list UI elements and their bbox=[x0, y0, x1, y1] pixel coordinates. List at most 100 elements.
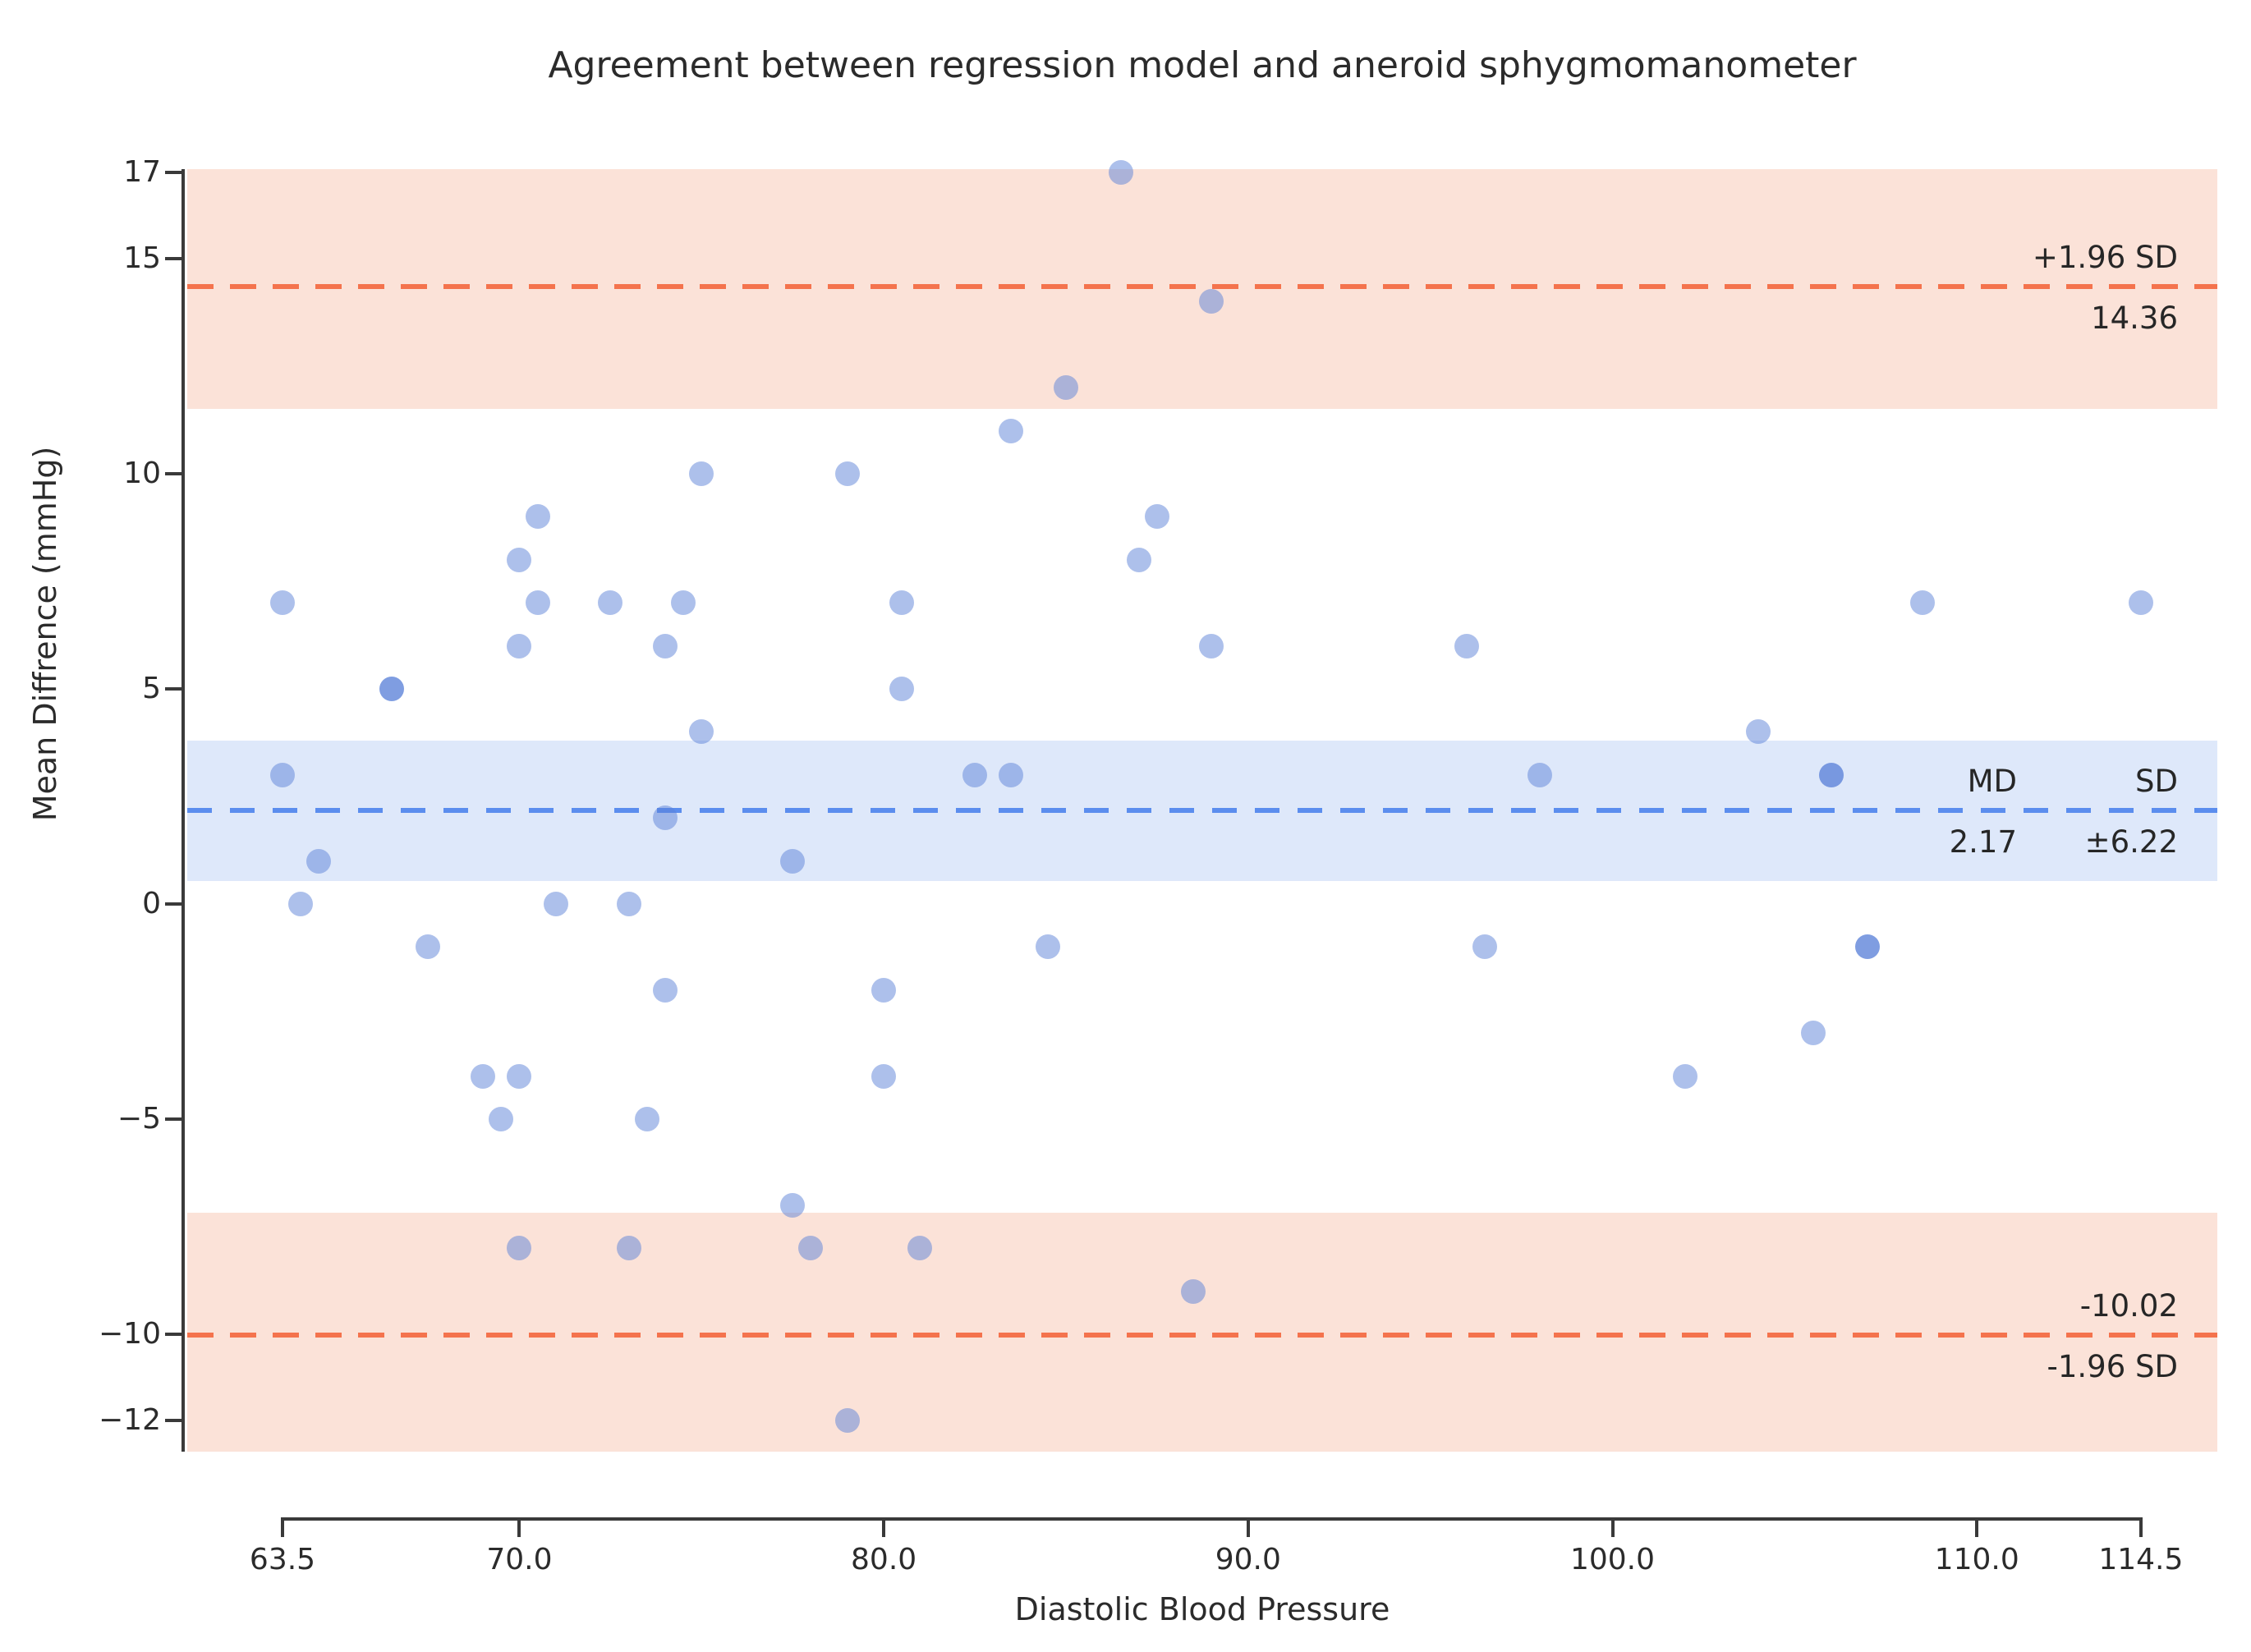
chart-title: Agreement between regression model and a… bbox=[548, 44, 1857, 86]
data-point bbox=[1855, 934, 1881, 960]
data-point bbox=[507, 633, 532, 659]
y-axis-spine bbox=[181, 169, 185, 1452]
x-tick-label: 114.5 bbox=[2098, 1543, 2184, 1576]
data-point bbox=[798, 1236, 824, 1261]
data-point bbox=[306, 848, 332, 874]
data-point bbox=[1199, 633, 1224, 659]
x-tick-mark bbox=[281, 1521, 284, 1537]
data-point bbox=[416, 934, 441, 960]
upper-loa-value: 14.36 bbox=[2091, 300, 2178, 336]
y-tick-mark bbox=[165, 1333, 181, 1336]
x-tick-mark bbox=[1246, 1521, 1250, 1537]
x-tick-mark bbox=[882, 1521, 886, 1537]
data-point bbox=[780, 848, 806, 874]
data-point bbox=[2128, 590, 2153, 616]
lower-loa-label: -1.96 SD bbox=[2047, 1349, 2178, 1385]
data-point bbox=[1199, 289, 1224, 314]
lower-loa-line bbox=[187, 1333, 2217, 1338]
data-point bbox=[871, 1063, 897, 1089]
data-point bbox=[780, 1192, 806, 1218]
y-tick-label: −10 bbox=[99, 1317, 161, 1351]
mean-difference-line bbox=[187, 808, 2217, 814]
data-point bbox=[1745, 719, 1771, 745]
data-point bbox=[507, 1236, 532, 1261]
md-value: 2.17 bbox=[1949, 824, 2017, 860]
x-axis-spine bbox=[281, 1517, 2143, 1521]
data-point bbox=[525, 504, 550, 530]
data-point bbox=[1472, 934, 1498, 960]
data-point bbox=[543, 892, 568, 916]
data-point bbox=[871, 977, 897, 1003]
data-point bbox=[471, 1063, 496, 1089]
data-point bbox=[489, 1107, 514, 1131]
data-point bbox=[525, 590, 550, 616]
data-point bbox=[507, 547, 532, 572]
data-point bbox=[1673, 1063, 1698, 1089]
data-point bbox=[907, 1236, 933, 1261]
x-tick-label: 110.0 bbox=[1934, 1543, 2019, 1576]
x-tick-mark bbox=[1610, 1521, 1615, 1537]
y-tick-label: 5 bbox=[142, 672, 161, 705]
data-point bbox=[1527, 762, 1552, 787]
data-point bbox=[1181, 1278, 1206, 1304]
y-tick-label: −5 bbox=[117, 1102, 161, 1136]
x-tick-label: 90.0 bbox=[1215, 1543, 1281, 1576]
data-point bbox=[507, 1063, 532, 1089]
data-point bbox=[889, 677, 915, 701]
data-point bbox=[616, 892, 641, 916]
x-tick-mark bbox=[1975, 1521, 1979, 1537]
upper-loa-ci-band bbox=[187, 169, 2217, 409]
x-tick-mark bbox=[2138, 1521, 2143, 1537]
md-header: MD bbox=[1967, 764, 2017, 800]
data-point bbox=[1035, 934, 1060, 960]
y-tick-mark bbox=[165, 902, 181, 906]
y-tick-mark bbox=[165, 257, 181, 260]
data-point bbox=[634, 1107, 659, 1131]
data-point bbox=[1144, 504, 1169, 530]
lower-loa-value: -10.02 bbox=[2079, 1288, 2178, 1324]
y-tick-mark bbox=[165, 171, 181, 175]
x-tick-mark bbox=[517, 1521, 521, 1537]
y-tick-label: 0 bbox=[142, 887, 161, 920]
data-point bbox=[616, 1236, 641, 1261]
data-point bbox=[1454, 633, 1480, 659]
y-tick-label: 17 bbox=[123, 155, 161, 190]
data-point bbox=[1818, 762, 1844, 787]
data-point bbox=[270, 762, 295, 787]
data-point bbox=[379, 677, 405, 701]
y-tick-label: −12 bbox=[99, 1402, 161, 1437]
data-point bbox=[1108, 160, 1133, 186]
data-point bbox=[999, 418, 1024, 443]
data-point bbox=[962, 762, 988, 787]
upper-loa-label: +1.96 SD bbox=[2032, 239, 2178, 275]
data-point bbox=[689, 719, 714, 745]
sd-header: SD bbox=[2135, 764, 2178, 800]
data-point bbox=[652, 633, 678, 659]
data-point bbox=[288, 892, 314, 916]
data-point bbox=[652, 805, 678, 831]
data-point bbox=[834, 1407, 860, 1433]
data-point bbox=[671, 590, 696, 616]
y-tick-mark bbox=[165, 1117, 181, 1121]
x-tick-label: 100.0 bbox=[1569, 1543, 1656, 1576]
y-tick-mark bbox=[165, 687, 181, 691]
data-point bbox=[889, 590, 915, 616]
data-point bbox=[834, 461, 860, 486]
data-point bbox=[270, 590, 295, 616]
x-tick-label: 80.0 bbox=[851, 1543, 917, 1576]
data-point bbox=[1909, 590, 1935, 616]
y-tick-label: 15 bbox=[123, 241, 161, 275]
y-tick-label: 10 bbox=[123, 457, 161, 490]
y-tick-mark bbox=[165, 1418, 181, 1422]
x-tick-label: 63.5 bbox=[249, 1543, 316, 1576]
sd-value: ±6.22 bbox=[2084, 824, 2178, 860]
data-point bbox=[1800, 1021, 1826, 1046]
y-tick-mark bbox=[165, 472, 181, 475]
data-point bbox=[1126, 547, 1151, 572]
data-point bbox=[689, 461, 714, 486]
data-point bbox=[1053, 375, 1078, 401]
y-axis-label: Mean Diffrence (mmHg) bbox=[27, 446, 63, 822]
x-axis-label: Diastolic Blood Pressure bbox=[1014, 1591, 1390, 1627]
x-tick-label: 70.0 bbox=[486, 1543, 553, 1576]
